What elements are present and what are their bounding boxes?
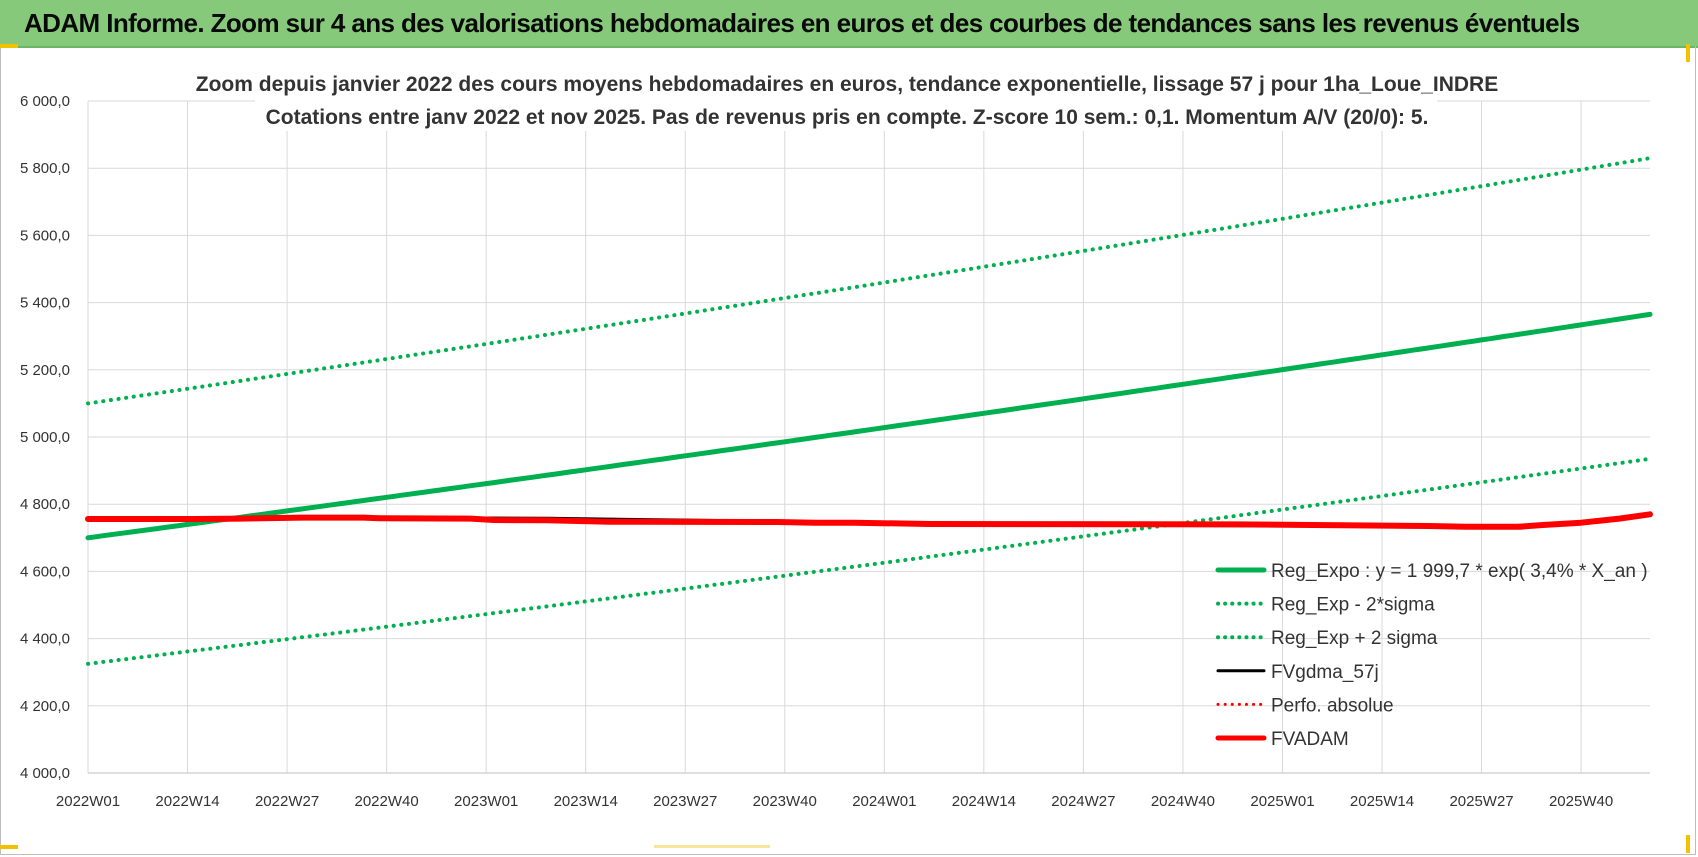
y-tick-label: 4 200,0 [20, 698, 70, 715]
selection-handle-bottom-left[interactable] [0, 845, 18, 849]
series-line [86, 456, 1652, 666]
y-tick-label: 5 400,0 [20, 295, 70, 312]
y-tick-label: 4 000,0 [20, 765, 70, 782]
report-title: ADAM Informe. Zoom sur 4 ans des valoris… [24, 8, 1580, 38]
x-tick-label: 2023W14 [554, 793, 618, 810]
y-tick-label: 5 200,0 [20, 362, 70, 379]
x-tick-label: 2022W01 [56, 793, 120, 810]
legend-label: Reg_Exp + 2 sigma [1271, 628, 1438, 649]
y-tick-label: 4 800,0 [20, 496, 70, 513]
legend-label: Reg_Expo : y = 1 999,7 * exp( 3,4% * X_a… [1271, 561, 1648, 582]
selection-handle-bottom-middle[interactable] [654, 845, 770, 848]
selection-handle-bottom-right[interactable] [1686, 835, 1690, 853]
chart-gridlines [87, 100, 1650, 774]
selection-handle-top-right[interactable] [1686, 44, 1690, 62]
x-axis-ticks: 2022W01 2022W14 2022W27 2022W40 2023W01 2023W… [56, 793, 1613, 810]
x-tick-label: 2025W01 [1250, 793, 1314, 810]
x-tick-label: 2025W14 [1350, 793, 1414, 810]
legend-label: Reg_Exp - 2*sigma [1271, 595, 1435, 616]
selection-handle-top-left[interactable] [0, 44, 18, 48]
chart-frame [0, 46, 1696, 855]
chart-title-line-1: Zoom depuis janvier 2022 des cours moyen… [196, 73, 1498, 96]
legend-label: FVgdma_57j [1271, 662, 1379, 683]
x-tick-label: 2023W40 [753, 793, 817, 810]
y-tick-label: 4 400,0 [20, 631, 70, 648]
y-tick-label: 6 000,0 [20, 93, 70, 110]
legend-label: FVADAM [1271, 729, 1349, 750]
chart-title-line-2: Cotations entre janv 2022 et nov 2025. P… [266, 106, 1429, 129]
series-line [86, 156, 1652, 406]
y-tick-label: 5 000,0 [20, 429, 70, 446]
x-tick-label: 2022W27 [255, 793, 319, 810]
x-tick-label: 2025W27 [1449, 793, 1513, 810]
x-tick-label: 2024W01 [852, 793, 916, 810]
x-tick-label: 2024W40 [1151, 793, 1215, 810]
y-tick-label: 4 600,0 [20, 563, 70, 580]
x-tick-label: 2023W01 [454, 793, 518, 810]
x-tick-label: 2025W40 [1549, 793, 1613, 810]
legend-label: Perfo. absolue [1271, 695, 1394, 716]
x-tick-label: 2022W14 [155, 793, 219, 810]
y-tick-label: 5 800,0 [20, 160, 70, 177]
report-banner: ADAM Informe. Zoom sur 4 ans des valoris… [0, 0, 1698, 48]
y-tick-label: 5 600,0 [20, 227, 70, 244]
series-line [85, 511, 1653, 530]
x-tick-label: 2023W27 [653, 793, 717, 810]
chart-legend: Reg_Expo : y = 1 999,7 * exp( 3,4% * X_a… [1215, 561, 1648, 750]
x-tick-label: 2024W27 [1051, 793, 1115, 810]
chart-series [85, 156, 1653, 666]
chart-title-background [255, 65, 1437, 131]
y-axis-ticks: 4 000,0 4 200,0 4 400,0 4 600,0 4 800,0 5 000… [20, 93, 70, 782]
series-line [85, 311, 1653, 541]
x-tick-label: 2024W14 [952, 793, 1016, 810]
x-tick-label: 2022W40 [355, 793, 419, 810]
